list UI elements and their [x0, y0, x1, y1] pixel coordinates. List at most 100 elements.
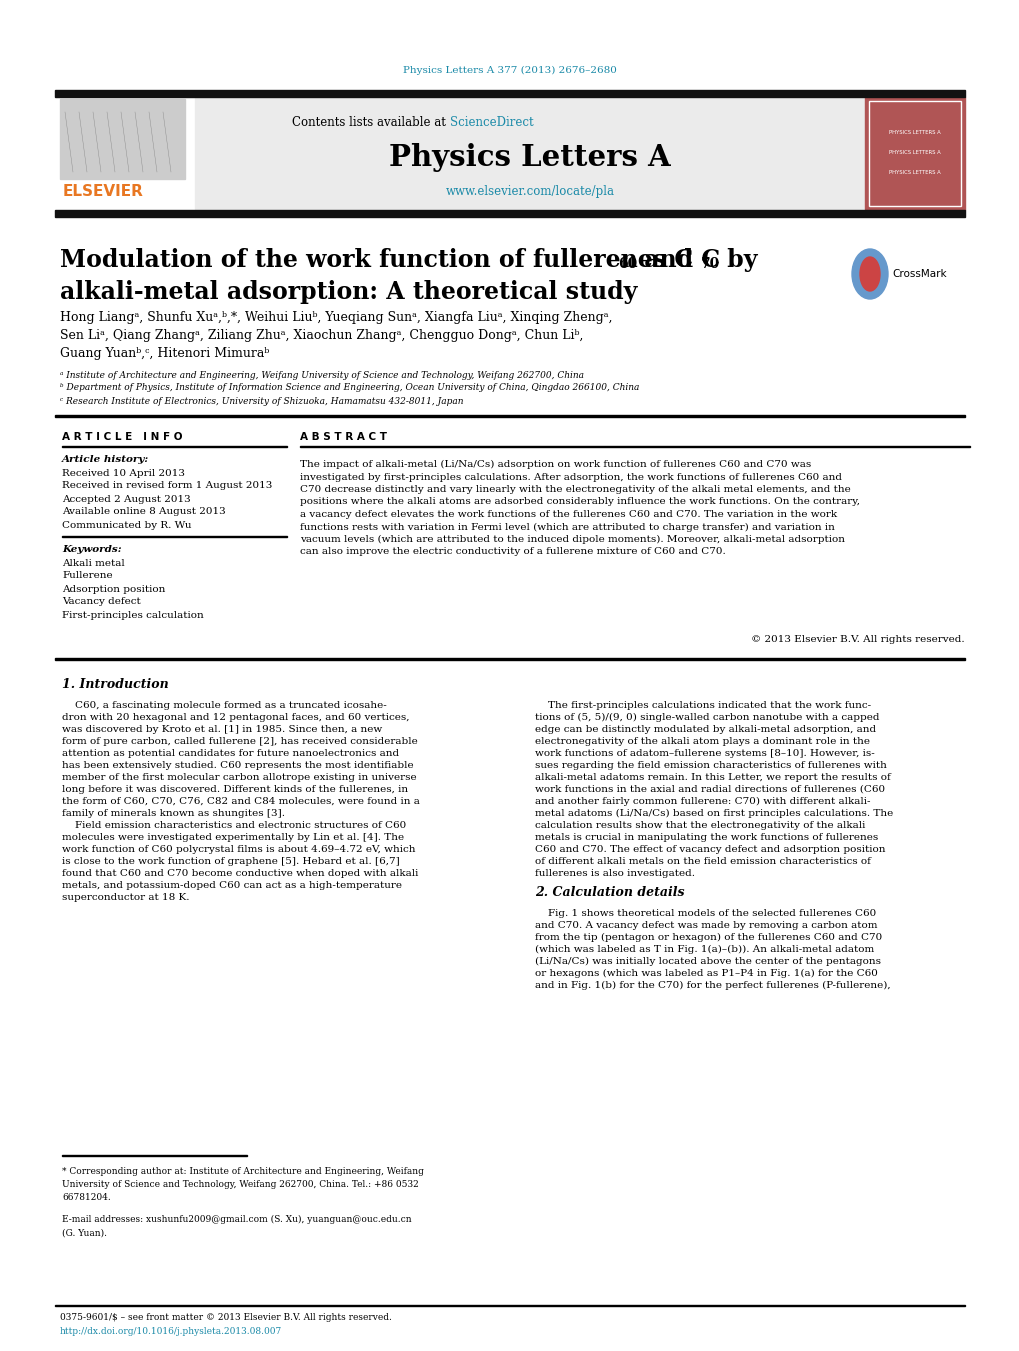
Text: Sen Liᵃ, Qiang Zhangᵃ, Ziliang Zhuᵃ, Xiaochun Zhangᵃ, Chengguo Dongᵃ, Chun Liᵇ,: Sen Liᵃ, Qiang Zhangᵃ, Ziliang Zhuᵃ, Xia… — [60, 330, 583, 343]
Text: http://dx.doi.org/10.1016/j.physleta.2013.08.007: http://dx.doi.org/10.1016/j.physleta.201… — [60, 1327, 282, 1336]
Text: tions of (5, 5)/(9, 0) single-walled carbon nanotube with a capped: tions of (5, 5)/(9, 0) single-walled car… — [535, 713, 878, 723]
Text: A B S T R A C T: A B S T R A C T — [300, 432, 386, 442]
Text: ᵃ Institute of Architecture and Engineering, Weifang University of Science and T: ᵃ Institute of Architecture and Engineer… — [60, 370, 584, 380]
Text: vacuum levels (which are attributed to the induced dipole moments). Moreover, al: vacuum levels (which are attributed to t… — [300, 535, 844, 544]
Text: calculation results show that the electronegativity of the alkali: calculation results show that the electr… — [535, 821, 864, 830]
Text: ᵇ Department of Physics, Institute of Information Science and Engineering, Ocean: ᵇ Department of Physics, Institute of In… — [60, 384, 639, 393]
Text: (which was labeled as T in Fig. 1(a)–(b)). An alkali-metal adatom: (which was labeled as T in Fig. 1(a)–(b)… — [535, 944, 873, 954]
Text: C70 decrease distinctly and vary linearly with the electronegativity of the alka: C70 decrease distinctly and vary linearl… — [300, 485, 850, 494]
Bar — [55, 91, 964, 97]
Text: edge can be distinctly modulated by alkali-metal adsorption, and: edge can be distinctly modulated by alka… — [535, 725, 875, 734]
Text: work functions in the axial and radial directions of fullerenes (C60: work functions in the axial and radial d… — [535, 785, 884, 794]
Bar — [864, 97, 964, 209]
Text: ᶜ Research Institute of Electronics, University of Shizuoka, Hamamatsu 432-8011,: ᶜ Research Institute of Electronics, Uni… — [60, 396, 463, 405]
Text: work function of C60 polycrystal films is about 4.69–4.72 eV, which: work function of C60 polycrystal films i… — [62, 844, 415, 854]
Text: long before it was discovered. Different kinds of the fullerenes, in: long before it was discovered. Different… — [62, 785, 408, 794]
Text: and C: and C — [636, 249, 719, 272]
Text: Available online 8 August 2013: Available online 8 August 2013 — [62, 508, 225, 516]
Text: is close to the work function of graphene [5]. Hebard et al. [6,7]: is close to the work function of graphen… — [62, 857, 399, 866]
Text: metal adatoms (Li/Na/Cs) based on first principles calculations. The: metal adatoms (Li/Na/Cs) based on first … — [535, 809, 893, 819]
Text: positions where the alkali atoms are adsorbed considerably influence the work fu: positions where the alkali atoms are ads… — [300, 497, 859, 507]
Text: investigated by first-principles calculations. After adsorption, the work functi: investigated by first-principles calcula… — [300, 473, 841, 481]
Text: 2. Calculation details: 2. Calculation details — [535, 886, 684, 900]
Text: Hong Liangᵃ, Shunfu Xuᵃ,ᵇ,*, Weihui Liuᵇ, Yueqiang Sunᵃ, Xiangfa Liuᵃ, Xinqing Z: Hong Liangᵃ, Shunfu Xuᵃ,ᵇ,*, Weihui Liuᵇ… — [60, 312, 611, 324]
Text: Adsorption position: Adsorption position — [62, 585, 165, 593]
Text: Communicated by R. Wu: Communicated by R. Wu — [62, 520, 192, 530]
Text: 0375-9601/$ – see front matter © 2013 Elsevier B.V. All rights reserved.: 0375-9601/$ – see front matter © 2013 El… — [60, 1313, 391, 1323]
Text: work functions of adatom–fullerene systems [8–10]. However, is-: work functions of adatom–fullerene syste… — [535, 748, 874, 758]
Text: by: by — [718, 249, 757, 272]
Text: First-principles calculation: First-principles calculation — [62, 611, 204, 620]
Text: Accepted 2 August 2013: Accepted 2 August 2013 — [62, 494, 191, 504]
Text: and in Fig. 1(b) for the C70) for the perfect fullerenes (P-fullerene),: and in Fig. 1(b) for the C70) for the pe… — [535, 981, 890, 990]
Bar — [55, 415, 964, 416]
Text: PHYSICS LETTERS A: PHYSICS LETTERS A — [889, 150, 940, 154]
Ellipse shape — [851, 249, 888, 299]
Text: Contents lists available at: Contents lists available at — [292, 115, 449, 128]
Text: C60 and C70. The effect of vacancy defect and adsorption position: C60 and C70. The effect of vacancy defec… — [535, 844, 884, 854]
Text: ELSEVIER: ELSEVIER — [63, 185, 144, 200]
Text: family of minerals known as shungites [3].: family of minerals known as shungites [3… — [62, 809, 284, 817]
Text: www.elsevier.com/locate/pla: www.elsevier.com/locate/pla — [445, 185, 613, 199]
Text: PHYSICS LETTERS A: PHYSICS LETTERS A — [889, 169, 940, 174]
Text: E-mail addresses: xushunfu2009@gmail.com (S. Xu), yuanguan@ouc.edu.cn
(G. Yuan).: E-mail addresses: xushunfu2009@gmail.com… — [62, 1215, 412, 1238]
Text: form of pure carbon, called fullerene [2], has received considerable: form of pure carbon, called fullerene [2… — [62, 738, 418, 746]
Text: Alkali metal: Alkali metal — [62, 558, 124, 567]
Text: 70: 70 — [700, 257, 719, 272]
Ellipse shape — [859, 257, 879, 290]
Text: or hexagons (which was labeled as P1–P4 in Fig. 1(a) for the C60: or hexagons (which was labeled as P1–P4 … — [535, 969, 877, 978]
Text: metals is crucial in manipulating the work functions of fullerenes: metals is crucial in manipulating the wo… — [535, 834, 877, 842]
Text: has been extensively studied. C60 represents the most identifiable: has been extensively studied. C60 repres… — [62, 761, 414, 770]
Text: Fullerene: Fullerene — [62, 571, 112, 581]
Text: alkali-metal adsorption: A theoretical study: alkali-metal adsorption: A theoretical s… — [60, 280, 637, 304]
Text: electronegativity of the alkali atom plays a dominant role in the: electronegativity of the alkali atom pla… — [535, 738, 869, 746]
Bar — [195, 97, 864, 209]
Text: functions rests with variation in Fermi level (which are attributed to charge tr: functions rests with variation in Fermi … — [300, 523, 835, 532]
Text: from the tip (pentagon or hexagon) of the fullerenes C60 and C70: from the tip (pentagon or hexagon) of th… — [535, 934, 881, 942]
Text: the form of C60, C70, C76, C82 and C84 molecules, were found in a: the form of C60, C70, C76, C82 and C84 m… — [62, 797, 420, 807]
Text: dron with 20 hexagonal and 12 pentagonal faces, and 60 vertices,: dron with 20 hexagonal and 12 pentagonal… — [62, 713, 409, 721]
Text: metals, and potassium-doped C60 can act as a high-temperature: metals, and potassium-doped C60 can act … — [62, 881, 401, 890]
Text: found that C60 and C70 become conductive when doped with alkali: found that C60 and C70 become conductive… — [62, 869, 418, 878]
Text: sues regarding the field emission characteristics of fullerenes with: sues regarding the field emission charac… — [535, 761, 886, 770]
Text: The impact of alkali-metal (Li/Na/Cs) adsorption on work function of fullerenes : The impact of alkali-metal (Li/Na/Cs) ad… — [300, 459, 810, 469]
Text: A R T I C L E   I N F O: A R T I C L E I N F O — [62, 432, 182, 442]
Bar — [60, 99, 184, 178]
Text: © 2013 Elsevier B.V. All rights reserved.: © 2013 Elsevier B.V. All rights reserved… — [751, 635, 964, 644]
Text: Modulation of the work function of fullerenes C: Modulation of the work function of fulle… — [60, 249, 693, 272]
Text: Physics Letters A: Physics Letters A — [388, 142, 671, 172]
Text: The first-principles calculations indicated that the work func-: The first-principles calculations indica… — [535, 701, 870, 711]
Bar — [55, 658, 964, 659]
Text: superconductor at 18 K.: superconductor at 18 K. — [62, 893, 190, 902]
Text: 60: 60 — [618, 257, 637, 272]
Text: 1. Introduction: 1. Introduction — [62, 678, 168, 692]
Text: attention as potential candidates for future nanoelectronics and: attention as potential candidates for fu… — [62, 748, 398, 758]
Text: alkali-metal adatoms remain. In this Letter, we report the results of: alkali-metal adatoms remain. In this Let… — [535, 773, 890, 782]
Text: Vacancy defect: Vacancy defect — [62, 597, 141, 607]
Text: Physics Letters A 377 (2013) 2676–2680: Physics Letters A 377 (2013) 2676–2680 — [403, 65, 616, 74]
Bar — [55, 209, 964, 218]
Text: CrossMark: CrossMark — [892, 269, 946, 280]
Bar — [868, 101, 960, 205]
Bar — [55, 97, 195, 209]
Text: PHYSICS LETTERS A: PHYSICS LETTERS A — [889, 130, 940, 135]
Text: Keywords:: Keywords: — [62, 546, 121, 554]
Text: Received in revised form 1 August 2013: Received in revised form 1 August 2013 — [62, 481, 272, 490]
Text: Field emission characteristics and electronic structures of C60: Field emission characteristics and elect… — [62, 821, 406, 830]
Text: Guang Yuanᵇ,ᶜ, Hitenori Mimuraᵇ: Guang Yuanᵇ,ᶜ, Hitenori Mimuraᵇ — [60, 347, 269, 361]
Text: of different alkali metals on the field emission characteristics of: of different alkali metals on the field … — [535, 857, 870, 866]
Text: can also improve the electric conductivity of a fullerene mixture of C60 and C70: can also improve the electric conductivi… — [300, 547, 726, 557]
Text: and another fairly common fullerene: C70) with different alkali-: and another fairly common fullerene: C70… — [535, 797, 869, 807]
Text: (Li/Na/Cs) was initially located above the center of the pentagons: (Li/Na/Cs) was initially located above t… — [535, 957, 880, 966]
Text: * Corresponding author at: Institute of Architecture and Engineering, Weifang
Un: * Corresponding author at: Institute of … — [62, 1167, 424, 1202]
Text: and C70. A vacancy defect was made by removing a carbon atom: and C70. A vacancy defect was made by re… — [535, 921, 876, 929]
Text: Received 10 April 2013: Received 10 April 2013 — [62, 469, 184, 477]
Text: fullerenes is also investigated.: fullerenes is also investigated. — [535, 869, 694, 878]
Text: a vacancy defect elevates the work functions of the fullerenes C60 and C70. The : a vacancy defect elevates the work funct… — [300, 509, 837, 519]
Text: member of the first molecular carbon allotrope existing in universe: member of the first molecular carbon all… — [62, 773, 416, 782]
Text: was discovered by Kroto et al. [1] in 1985. Since then, a new: was discovered by Kroto et al. [1] in 19… — [62, 725, 382, 734]
Text: Article history:: Article history: — [62, 455, 149, 465]
Text: ScienceDirect: ScienceDirect — [449, 115, 533, 128]
Text: molecules were investigated experimentally by Lin et al. [4]. The: molecules were investigated experimental… — [62, 834, 404, 842]
Text: C60, a fascinating molecule formed as a truncated icosahe-: C60, a fascinating molecule formed as a … — [62, 701, 386, 711]
